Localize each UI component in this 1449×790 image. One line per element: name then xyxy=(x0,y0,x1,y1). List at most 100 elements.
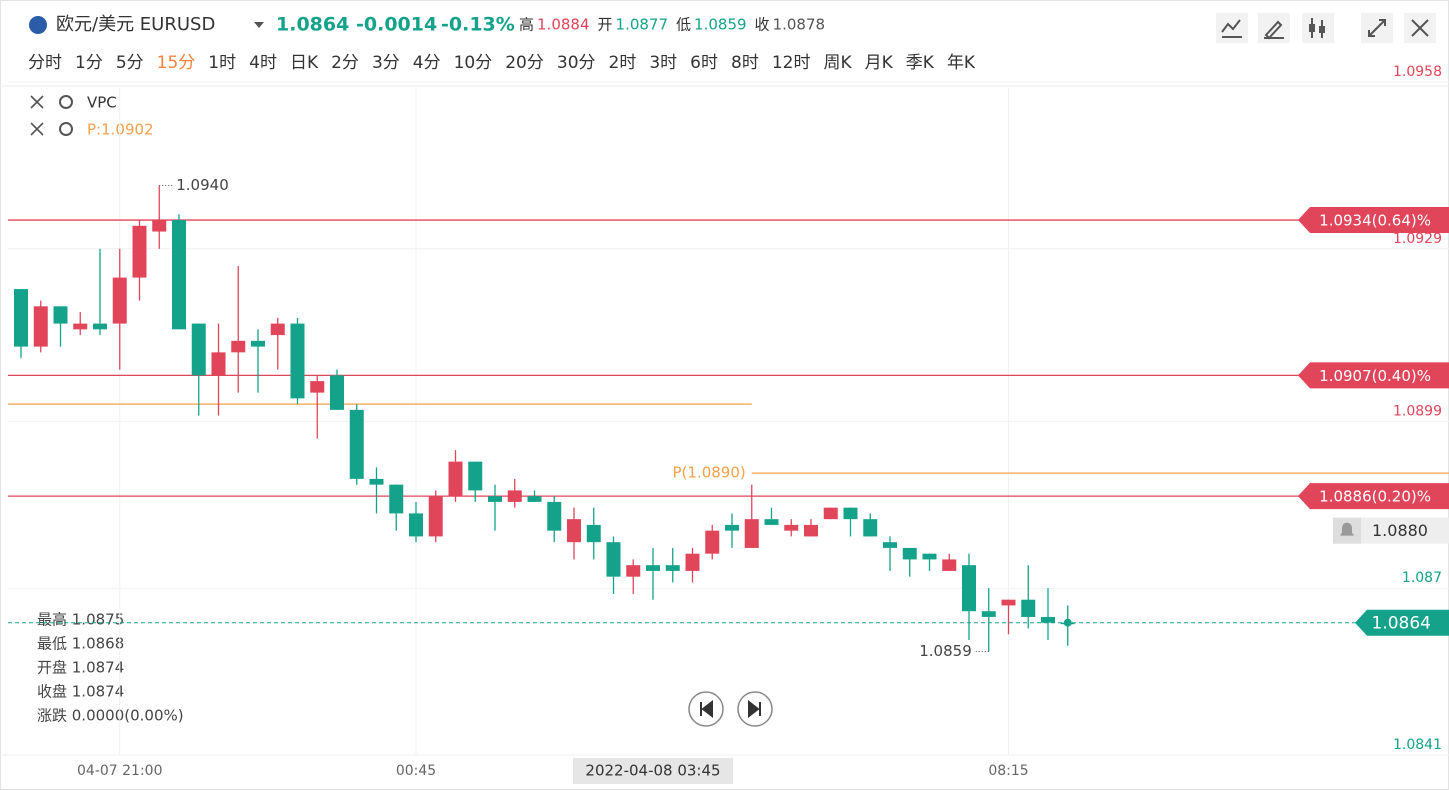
stat-value: 1.0877 xyxy=(616,16,669,34)
candle-body xyxy=(270,323,285,336)
next-icon xyxy=(748,699,761,719)
timeframe-tab[interactable]: 2时 xyxy=(609,53,637,73)
candle-body xyxy=(646,565,660,571)
candle-body xyxy=(567,519,581,543)
timeframe-tab[interactable]: 1时 xyxy=(208,53,236,73)
candle-body xyxy=(606,542,621,577)
candle-body xyxy=(981,611,996,617)
prev-icon xyxy=(700,699,713,719)
stat-label: 开 xyxy=(598,16,613,34)
stat-label: 收 xyxy=(755,16,770,34)
y-tick-label: 1.0899 xyxy=(1393,403,1442,419)
bell-icon xyxy=(1340,522,1354,536)
price-tag-label: 1.0934(0.64)% xyxy=(1319,212,1431,230)
candle-body xyxy=(251,340,265,347)
candle-body xyxy=(665,565,680,571)
price: 1.0864 xyxy=(276,14,349,36)
candle-body xyxy=(191,323,206,376)
extreme-label: 1.0940 xyxy=(176,176,229,194)
timeframe-tab[interactable]: 3分 xyxy=(372,53,400,73)
settings-icon[interactable] xyxy=(59,95,73,109)
timeframe-tab[interactable]: 6时 xyxy=(690,53,718,73)
tool-icon xyxy=(1264,20,1284,40)
tool-icon xyxy=(1368,19,1386,37)
candle-body xyxy=(172,220,186,330)
x-tick-label: 04-07 21:00 xyxy=(77,763,162,779)
stat-label: 低 xyxy=(676,16,691,34)
candle-body xyxy=(231,340,246,353)
candle-body xyxy=(488,496,502,502)
candle-body xyxy=(1021,599,1036,617)
timeframe-tab[interactable]: 4分 xyxy=(413,53,441,73)
timeframe-tab[interactable]: 8时 xyxy=(731,53,759,73)
plot xyxy=(0,81,1449,756)
timeframe-tab[interactable]: 年K xyxy=(947,53,976,73)
timeframe-tab[interactable]: 日K xyxy=(290,53,319,73)
stat-value: 1.0884 xyxy=(537,16,590,34)
tool-icon xyxy=(1309,24,1315,32)
price-tag-label: 1.0907(0.40)% xyxy=(1319,367,1431,385)
tool-icon xyxy=(1319,26,1325,33)
info-line: 涨跌 0.0000(0.00%) xyxy=(37,707,184,725)
timeframe-tab[interactable]: 季K xyxy=(906,53,935,73)
candle-body xyxy=(152,220,167,232)
extreme-label: 1.0859 xyxy=(919,642,972,660)
timeframe-tab[interactable]: 2分 xyxy=(331,53,359,73)
candle-body xyxy=(93,323,107,330)
timeframe-tab[interactable]: 12时 xyxy=(772,53,811,73)
y-tick-label: 1.0929 xyxy=(1393,231,1442,247)
candle-body xyxy=(942,559,957,571)
candle-body xyxy=(843,507,858,520)
candle-body xyxy=(507,490,522,502)
y-tick-label: 1.0841 xyxy=(1393,737,1442,753)
timeframe-tab[interactable]: 3时 xyxy=(649,53,677,73)
info-line: 最高 1.0875 xyxy=(37,611,124,629)
y-tick-label: 1.087 xyxy=(1402,570,1442,586)
candle-body xyxy=(112,277,127,324)
candle-body xyxy=(547,501,562,531)
candle-body xyxy=(744,519,759,548)
candle-body xyxy=(369,478,384,485)
timeframe-tab[interactable]: 20分 xyxy=(505,53,544,73)
timeframe-tab[interactable]: 15分 xyxy=(157,53,196,73)
candle-body xyxy=(211,352,226,376)
candle-body xyxy=(409,513,423,537)
info-line: 最低 1.0868 xyxy=(37,635,124,653)
candle-body xyxy=(310,381,325,393)
close-icon[interactable] xyxy=(30,95,44,136)
symbol-icon xyxy=(29,16,47,34)
crosshair-label: 2022-04-08 03:45 xyxy=(585,762,720,780)
dropdown-arrow[interactable] xyxy=(254,22,264,28)
timeframe-tab[interactable]: 月K xyxy=(865,53,894,73)
candle-body xyxy=(962,565,976,612)
info-line: 收盘 1.0874 xyxy=(37,683,124,701)
last-price-label: 1.0864 xyxy=(1372,614,1431,634)
x-tick-label: 00:45 xyxy=(396,763,436,779)
nav-buttons xyxy=(688,691,773,727)
alert-label: 1.0880 xyxy=(1372,521,1428,540)
timeframe-tab[interactable]: 周K xyxy=(823,53,852,73)
candle-body xyxy=(132,225,147,278)
candle-body xyxy=(389,484,404,514)
symbol[interactable]: 欧元/美元 EURUSD xyxy=(56,14,215,35)
settings-icon[interactable] xyxy=(59,122,73,136)
info-line: 开盘 1.0874 xyxy=(37,659,124,677)
candle-body xyxy=(863,519,878,537)
candle-body xyxy=(586,524,601,543)
candle-body xyxy=(922,553,937,560)
tool-icon xyxy=(1221,19,1242,38)
timeframe-tab[interactable]: 10分 xyxy=(454,53,493,73)
timeframe-tab[interactable]: 4时 xyxy=(249,53,277,73)
candle-body xyxy=(784,524,799,531)
candle-body xyxy=(73,323,88,330)
timeframe-tab[interactable]: 30分 xyxy=(557,53,596,73)
timeframe-tab[interactable]: 分时 xyxy=(28,53,62,73)
timeframe-tab[interactable]: 1分 xyxy=(75,53,103,73)
timeframe-tab[interactable]: 5分 xyxy=(116,53,144,73)
last-price-tag xyxy=(1355,609,1449,636)
candle-body xyxy=(349,409,364,479)
tool-button[interactable] xyxy=(1302,13,1334,43)
